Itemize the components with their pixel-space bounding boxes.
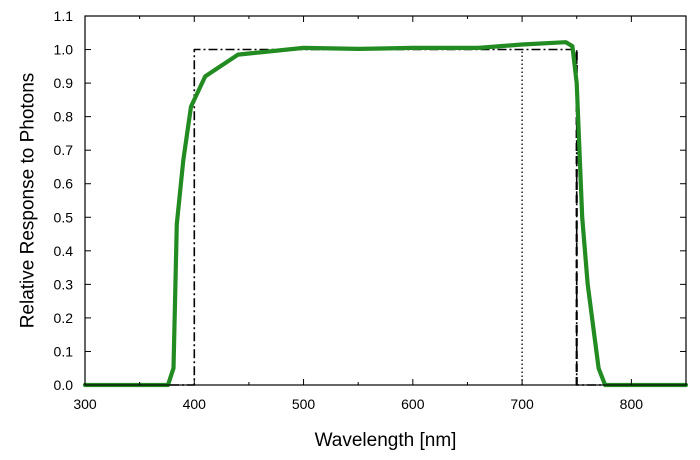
y-tick-label: 1.0 <box>54 42 74 58</box>
x-tick-label: 600 <box>401 396 425 412</box>
x-tick-label: 500 <box>292 396 316 412</box>
x-axis-ticks: 300 400 500 600 700 800 <box>73 16 643 412</box>
x-tick-label: 400 <box>183 396 207 412</box>
series-line-measured-response <box>82 40 689 388</box>
x-axis-title: Wavelength [nm] <box>315 430 457 451</box>
y-tick-label: 0.9 <box>54 75 74 91</box>
y-tick-label: 0.3 <box>54 276 74 292</box>
y-tick-label: 0.8 <box>54 109 74 125</box>
y-tick-label: 0.1 <box>54 343 74 359</box>
y-axis-title: Relative Response to Photons <box>18 73 39 329</box>
y-axis-ticks: 0.0 0.1 0.2 0.3 0.4 0.5 0.6 0.7 0.8 0.9 1.0 1.1 <box>54 8 686 393</box>
x-tick-label: 700 <box>510 396 534 412</box>
y-tick-label: 0.5 <box>54 209 74 225</box>
y-tick-label: 0.2 <box>54 310 74 326</box>
y-tick-label: 0.7 <box>54 142 74 158</box>
y-tick-label: 0.6 <box>54 176 74 192</box>
y-tick-label: 1.1 <box>54 8 74 24</box>
plot-frame <box>84 15 687 386</box>
x-tick-label: 800 <box>620 396 644 412</box>
y-tick-label: 0.4 <box>54 243 74 259</box>
y-tick-label: 0.0 <box>54 377 74 393</box>
x-tick-label: 300 <box>73 396 97 412</box>
